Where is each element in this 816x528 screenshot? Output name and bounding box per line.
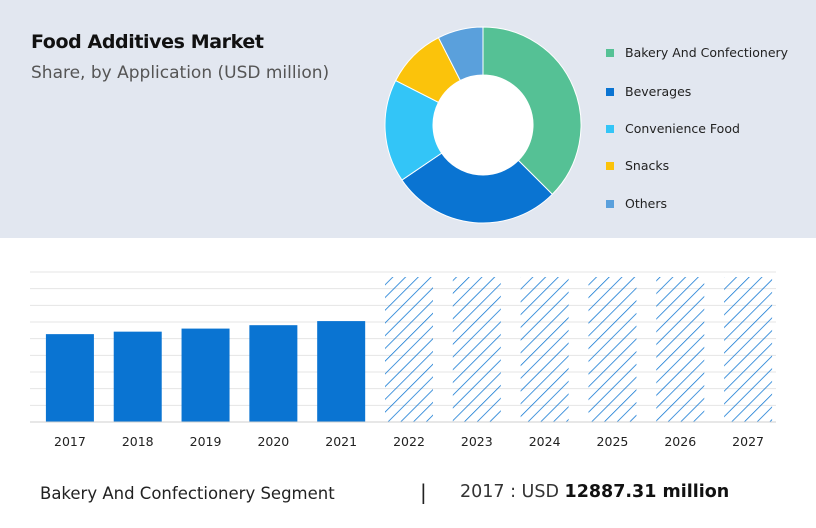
forecast-bar-2025 xyxy=(588,277,637,422)
legend-swatch xyxy=(606,49,614,57)
x-tick-label: 2026 xyxy=(664,434,696,449)
legend-label: Bakery And Confectionery xyxy=(625,45,789,60)
donut-hole xyxy=(433,75,533,175)
bar-chart: 2017 2018 2019 2020 2021 2022 2023 2024 2025 2026… xyxy=(30,271,776,449)
bar-2021 xyxy=(317,321,366,422)
forecast-bar-2026 xyxy=(656,277,705,422)
legend-swatch xyxy=(606,162,614,170)
footer-value-block: 2017 : USD 12887.31 million xyxy=(460,482,729,502)
legend-label: Beverages xyxy=(625,84,692,99)
header-panel: Food Additives Market Share, by Applicat… xyxy=(0,0,816,238)
x-tick-label: 2022 xyxy=(393,434,425,449)
bar-2020 xyxy=(249,325,298,422)
footer-separator: | xyxy=(420,480,427,504)
chart-subtitle: Share, by Application (USD million) xyxy=(31,63,330,83)
legend-label: Convenience Food xyxy=(625,121,740,136)
legend-swatch xyxy=(606,200,614,208)
x-tick-label: 2021 xyxy=(325,434,357,449)
x-tick-label: 2020 xyxy=(257,434,289,449)
legend-label: Others xyxy=(625,196,668,211)
forecast-bar-2024 xyxy=(520,277,569,422)
x-tick-label: 2025 xyxy=(597,434,629,449)
legend-label: Snacks xyxy=(625,158,670,173)
legend-swatch xyxy=(606,88,614,96)
x-tick-label: 2027 xyxy=(732,434,764,449)
forecast-bar-2023 xyxy=(452,277,501,422)
x-tick-label: 2018 xyxy=(122,434,154,449)
forecast-bar-2022 xyxy=(385,277,433,422)
bar-2017 xyxy=(45,334,94,422)
legend: Bakery And Confectionery Beverages Conveni… xyxy=(606,44,811,224)
x-tick-label: 2017 xyxy=(54,434,86,449)
chart-title: Food Additives Market xyxy=(31,31,264,53)
donut-chart xyxy=(384,26,582,224)
footer-segment: Bakery And Confectionery Segment xyxy=(40,484,335,503)
footer-value: 12887.31 million xyxy=(564,482,730,502)
x-tick-label: 2019 xyxy=(190,434,222,449)
legend-swatch xyxy=(606,125,614,133)
forecast-bar-2027 xyxy=(724,277,773,422)
footer-year-prefix: 2017 : USD xyxy=(460,482,559,502)
bar-2019 xyxy=(181,328,230,422)
x-tick-label: 2023 xyxy=(461,434,493,449)
x-tick-label: 2024 xyxy=(529,434,561,449)
bar-2018 xyxy=(113,331,162,422)
